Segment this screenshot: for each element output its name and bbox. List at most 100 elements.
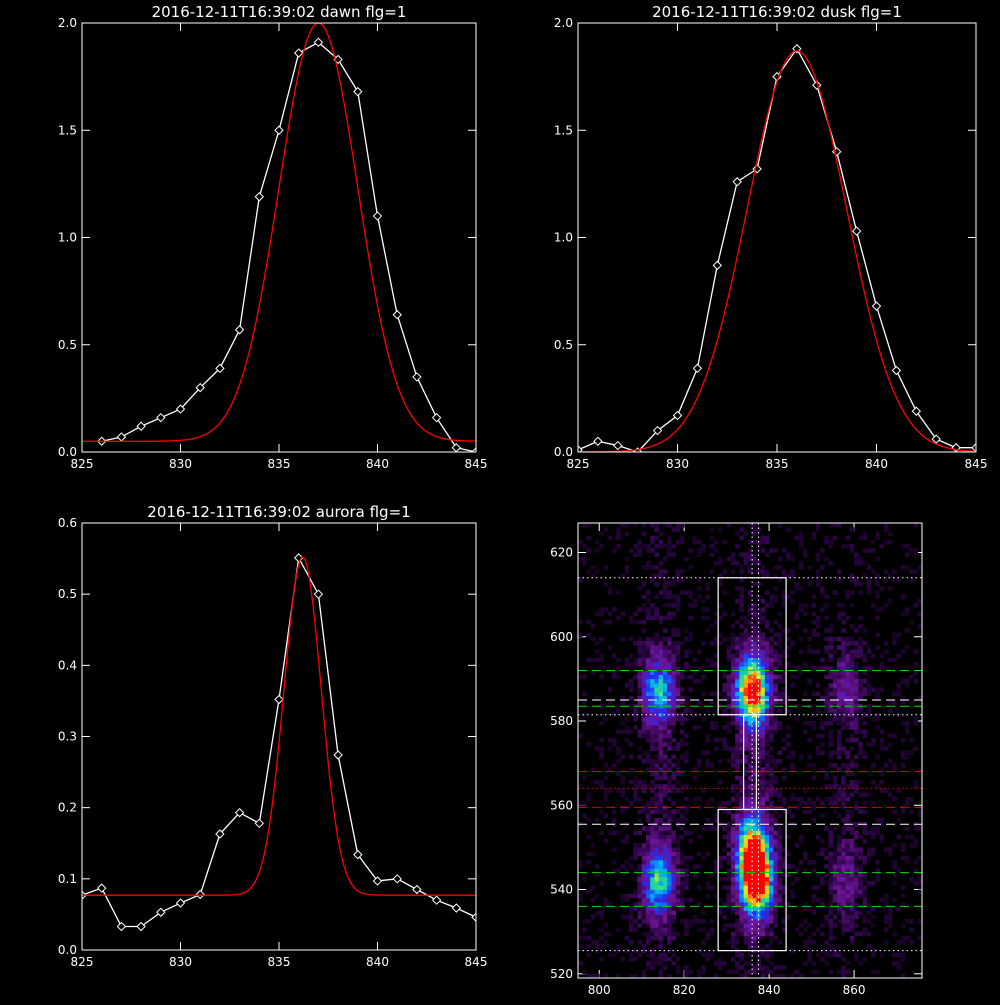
heat-cell (875, 632, 880, 638)
heat-cell (594, 779, 600, 785)
heat-cell (743, 885, 749, 890)
heat-cell (832, 687, 838, 692)
heat-cell (828, 763, 834, 768)
heat-cell (739, 897, 744, 903)
heat-cell (752, 876, 757, 882)
heat-cell (917, 935, 922, 941)
heat-cell (726, 897, 732, 903)
heat-cell (586, 817, 592, 823)
heat-cell (756, 628, 761, 633)
heat-cell (892, 636, 897, 642)
heat-cell (747, 876, 753, 882)
heat-cell (726, 851, 732, 857)
heat-cell (879, 771, 885, 777)
heat-cell (798, 834, 804, 840)
heat-cell (692, 603, 698, 608)
heat-cell (747, 539, 753, 545)
heat-cell (735, 885, 740, 890)
heat-cell (599, 636, 604, 642)
heat-cell (730, 851, 736, 857)
heat-cell (696, 969, 702, 975)
heat-cell (679, 881, 685, 886)
heat-cell (752, 662, 757, 667)
heat-cell (730, 796, 736, 802)
heat-cell (854, 674, 859, 680)
heat-cell (764, 662, 770, 667)
heat-cell (811, 860, 817, 865)
heat-cell (892, 860, 897, 865)
heat-cell (620, 809, 626, 814)
heat-cell (769, 716, 774, 722)
heat-cell (739, 687, 744, 692)
heat-cell (662, 809, 668, 814)
heat-cell (798, 973, 804, 978)
heat-cell (862, 838, 868, 844)
heat-cell (671, 611, 676, 616)
heat-cell (794, 868, 800, 873)
heat-cell (624, 565, 630, 570)
heat-cell (624, 834, 630, 840)
heat-cell (684, 590, 689, 595)
heat-cell (781, 889, 787, 895)
heat-cell (718, 573, 723, 579)
heat-cell (743, 830, 749, 836)
y-tick-label: 0.5 (58, 338, 77, 352)
heat-cell (875, 581, 880, 587)
heat-cell (849, 813, 855, 819)
heat-cell (633, 868, 638, 873)
heat-cell (675, 640, 681, 646)
heat-cell (858, 961, 863, 966)
heat-cell (654, 897, 659, 903)
heat-cell (837, 788, 842, 793)
heat-cell (773, 721, 778, 726)
heat-cell (849, 544, 855, 549)
heat-cell (854, 788, 859, 793)
heat-cell (586, 742, 592, 747)
heat-cell (709, 725, 715, 730)
heat-cell (637, 885, 643, 890)
heat-cell (828, 754, 834, 760)
heat-cell (637, 851, 643, 857)
heat-cell (654, 573, 659, 579)
heat-cell (849, 636, 855, 642)
heat-cell (650, 923, 655, 928)
heat-cell (858, 847, 863, 852)
observed-line (578, 47, 976, 452)
heat-cell (739, 662, 744, 667)
heat-cell (832, 590, 838, 595)
heat-cell (743, 560, 749, 566)
heat-cell (650, 645, 655, 650)
heat-cell (756, 763, 761, 768)
heat-cell (879, 779, 885, 785)
heat-cell (828, 683, 834, 688)
heat-cell (735, 902, 740, 907)
heat-cell (633, 851, 638, 857)
heat-cell (645, 897, 651, 903)
heat-cell (837, 737, 842, 743)
heat-cell (730, 876, 736, 882)
heat-cell (667, 851, 672, 857)
heat-cell (879, 666, 885, 671)
heat-cell (917, 881, 922, 886)
heat-cell (811, 632, 817, 638)
heat-cell (798, 539, 804, 545)
heat-cell (607, 902, 613, 907)
heat-cell (658, 544, 664, 549)
heat-cell (620, 779, 626, 785)
heat-cell (722, 961, 727, 966)
heat-cell (913, 779, 919, 785)
heat-cell (790, 569, 795, 574)
heat-cell (858, 590, 863, 595)
heat-cell (764, 771, 770, 777)
heat-cell (722, 590, 727, 595)
data-point (412, 884, 422, 895)
heat-cell (671, 615, 676, 621)
heat-cell (837, 674, 842, 680)
heat-cell (701, 607, 706, 612)
heat-cell (641, 662, 647, 667)
heat-cell (654, 906, 659, 911)
heat-cell (654, 607, 659, 612)
heat-cell (624, 914, 630, 920)
heat-cell (662, 683, 668, 688)
heat-cell (679, 919, 685, 924)
